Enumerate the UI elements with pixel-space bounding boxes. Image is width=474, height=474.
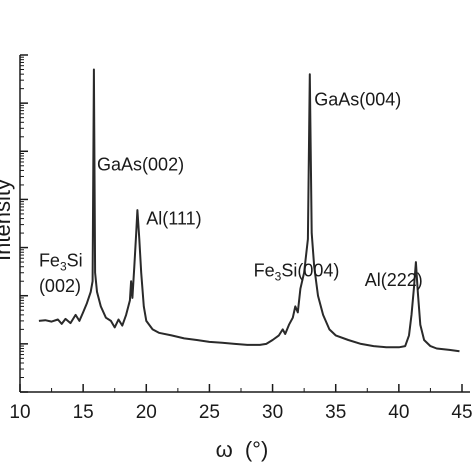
series-line (38, 68, 460, 353)
x-ticks: 10 15 20 25 30 35 40 45 (9, 384, 473, 423)
x-tick-label: 45 (451, 402, 472, 423)
peak-label-gaas-002: GaAs(002) (97, 154, 184, 174)
x-tick-label: 35 (325, 402, 346, 423)
x-tick-label: 25 (199, 402, 220, 423)
x-axis-title: ω (°) (216, 437, 269, 462)
y-ticks (20, 54, 28, 393)
peak-annotations: Fe3Si(002) GaAs(002) Al(111) Fe3Si(004) GaAs… (39, 89, 423, 296)
plot-frame (19, 55, 470, 393)
x-axis-symbol: ω (216, 437, 233, 462)
peak-label-gaas-004: GaAs(004) (314, 89, 401, 109)
peak-label-fe3si-002-a: Fe3Si (39, 251, 83, 274)
x-axis-unit: (°) (245, 437, 268, 462)
x-tick-label: 20 (136, 402, 157, 423)
peak-label-fe3si-004: Fe3Si(004) (254, 261, 340, 284)
x-tick-label: 10 (9, 402, 30, 423)
peak-label-fe3si-002-b: (002) (39, 276, 81, 296)
peak-label-al-222: Al(222) (365, 270, 423, 290)
x-tick-label: 30 (262, 402, 283, 423)
x-tick-label: 40 (388, 402, 409, 423)
y-axis-title: Intensity (0, 179, 15, 261)
peak-label-al-111: Al(111) (146, 209, 201, 229)
x-tick-label: 15 (73, 402, 94, 423)
